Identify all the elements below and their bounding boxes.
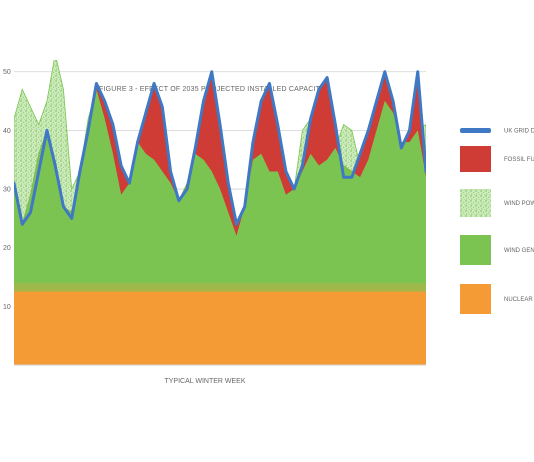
legend-label-nuclear: NUCLEAR xyxy=(504,297,533,303)
legend-swatch-nuclear xyxy=(460,284,491,314)
y-tick-label: 30 xyxy=(3,187,11,194)
legend-item-demand: UK GRID D xyxy=(460,128,534,135)
legend-swatch-fossil xyxy=(460,146,491,172)
plot-areas xyxy=(14,60,426,365)
legend-swatch-wind_power xyxy=(460,189,491,217)
legend: UK GRID D FOSSIL FU WIND POW WIND GEN NUCLEA… xyxy=(460,128,534,314)
y-tick-label: 10 xyxy=(3,304,11,311)
legend-item-fossil: FOSSIL FU xyxy=(460,146,534,172)
legend-label-demand: UK GRID D xyxy=(504,129,534,135)
y-tick-label: 50 xyxy=(3,69,11,76)
y-axis: 10 20 30 40 50 xyxy=(3,69,11,311)
series-nuclear-fill xyxy=(14,291,426,365)
legend-label-wind_generation: WIND GEN xyxy=(504,248,534,254)
legend-item-wind_generation: WIND GEN xyxy=(460,235,534,265)
legend-item-nuclear: NUCLEAR xyxy=(460,284,533,314)
y-tick-label: 40 xyxy=(3,128,11,135)
legend-item-wind_power: WIND POW xyxy=(460,189,534,217)
series-demand-line xyxy=(14,70,426,226)
series-fossil-area xyxy=(14,71,426,236)
legend-label-fossil: FOSSIL FU xyxy=(504,157,534,163)
legend-swatch-demand xyxy=(460,128,491,133)
y-tick-label: 20 xyxy=(3,245,11,252)
x-axis-label: TYPICAL WINTER WEEK xyxy=(164,378,245,385)
legend-label-wind_power: WIND POW xyxy=(504,201,534,207)
series-wind-generation-area xyxy=(14,89,426,283)
legend-swatch-wind_generation xyxy=(460,235,491,265)
